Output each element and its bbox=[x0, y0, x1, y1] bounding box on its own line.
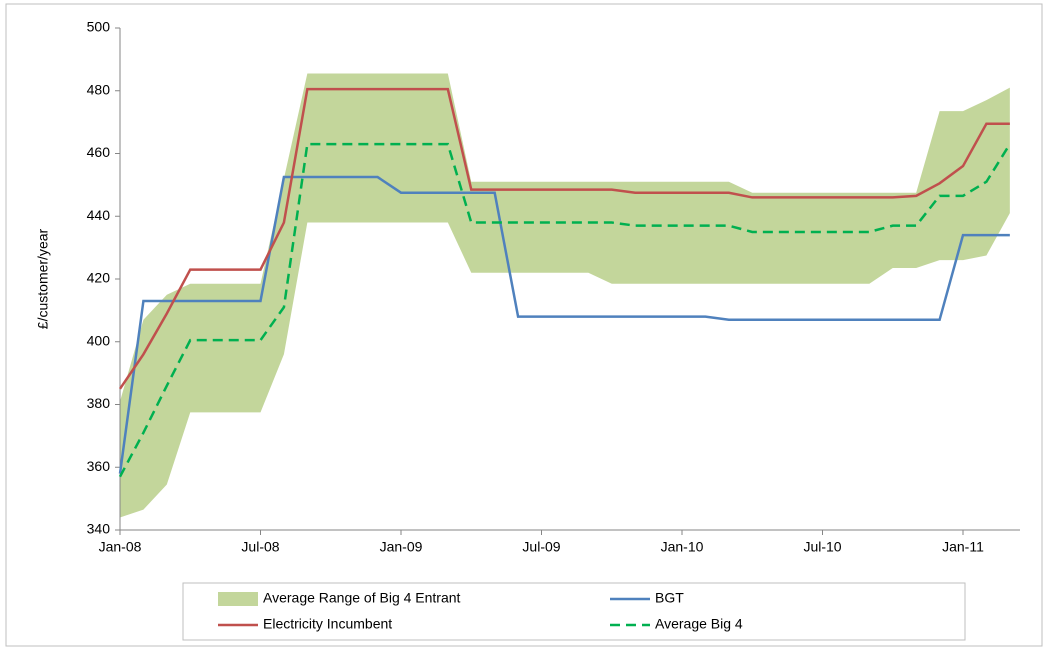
range-band bbox=[120, 73, 1010, 518]
legend-label: Electricity Incumbent bbox=[263, 616, 392, 632]
x-tick-label: Jul-10 bbox=[803, 539, 841, 555]
x-tick-label: Jul-08 bbox=[241, 539, 279, 555]
series-line bbox=[118, 87, 1010, 390]
y-tick-label: 360 bbox=[87, 458, 111, 474]
x-tick-label: Jul-09 bbox=[522, 539, 560, 555]
y-tick-label: 380 bbox=[87, 395, 111, 411]
y-tick-label: 340 bbox=[87, 521, 111, 537]
series-line bbox=[118, 142, 1011, 478]
x-tick-label: Jan-09 bbox=[380, 539, 423, 555]
legend-box bbox=[182, 582, 966, 641]
legend-swatch bbox=[218, 592, 258, 606]
x-tick-label: Jan-08 bbox=[99, 539, 142, 555]
y-axis-label: £/customer/year bbox=[35, 228, 51, 329]
legend-label: Average Range of Big 4 Entrant bbox=[263, 590, 461, 606]
x-tick-label: Jan-11 bbox=[942, 539, 984, 555]
y-tick-label: 420 bbox=[87, 270, 111, 286]
y-tick-label: 440 bbox=[87, 207, 111, 223]
x-tick-label: Jan-10 bbox=[661, 539, 704, 555]
y-tick-label: 480 bbox=[87, 81, 111, 97]
legend-label: Average Big 4 bbox=[655, 616, 743, 632]
legend-label: BGT bbox=[655, 590, 684, 606]
series-line bbox=[118, 175, 1010, 474]
y-tick-label: 400 bbox=[87, 332, 111, 348]
y-tick-label: 500 bbox=[87, 19, 111, 35]
y-tick-label: 460 bbox=[87, 144, 111, 160]
